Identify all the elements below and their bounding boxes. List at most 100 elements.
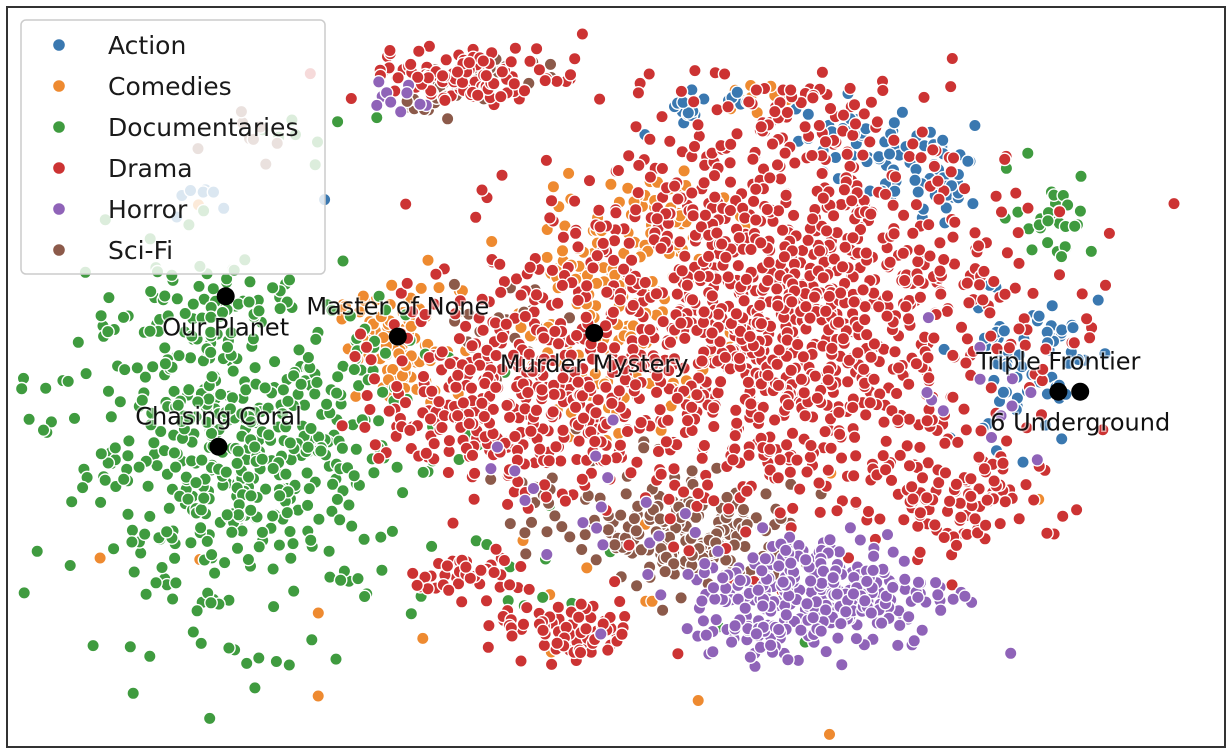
point-drama (613, 438, 628, 453)
point-documentaries (258, 482, 273, 496)
point-drama (877, 415, 891, 429)
point-drama (931, 174, 945, 189)
point-drama (775, 223, 790, 238)
point-documentaries (44, 414, 59, 429)
point-documentaries (325, 477, 340, 492)
point-documentaries (366, 465, 381, 480)
point-documentaries (159, 524, 174, 539)
point-drama (883, 255, 897, 270)
point-drama (957, 181, 972, 196)
point-action (1016, 455, 1030, 469)
point-drama (945, 348, 960, 363)
point-drama (770, 298, 785, 313)
point-drama (1167, 196, 1181, 211)
point-drama (1000, 245, 1015, 260)
point-documentaries (385, 524, 400, 539)
point-action (895, 105, 910, 120)
point-drama (752, 410, 766, 425)
point-documentaries (535, 590, 550, 605)
point-documentaries (167, 384, 182, 399)
point-drama (889, 386, 904, 401)
point-drama (382, 43, 397, 58)
point-drama (748, 182, 763, 197)
point-drama (551, 336, 566, 351)
point-drama (863, 207, 878, 222)
point-drama (1040, 526, 1054, 541)
point-documentaries (347, 468, 362, 483)
point-drama (441, 583, 456, 598)
point-documentaries (307, 386, 322, 401)
point-drama (674, 316, 688, 330)
point-drama (500, 398, 514, 413)
point-drama (771, 470, 786, 485)
point-horror (743, 650, 758, 664)
point-drama (507, 76, 522, 91)
point-documentaries (194, 502, 209, 517)
point-documentaries (238, 382, 253, 397)
point-drama (975, 292, 990, 307)
point-drama (825, 341, 839, 356)
legend-label: Comedies (108, 72, 232, 101)
point-documentaries (219, 465, 234, 479)
point-documentaries (272, 488, 287, 503)
point-drama (631, 185, 646, 200)
point-horror (936, 403, 951, 418)
point-drama (953, 510, 968, 525)
point-drama (806, 91, 820, 105)
highlight-label: Triple Frontier (975, 348, 1140, 376)
point-horror (699, 628, 714, 642)
point-sci-fi (736, 502, 751, 517)
point-documentaries (265, 280, 280, 295)
point-documentaries (304, 632, 319, 647)
point-drama (508, 41, 523, 56)
point-horror (763, 638, 778, 653)
point-drama (886, 198, 900, 213)
point-drama (553, 454, 568, 468)
point-drama (446, 516, 460, 530)
point-drama (835, 259, 850, 274)
point-drama (1021, 201, 1035, 216)
point-documentaries (203, 310, 218, 325)
point-documentaries (145, 359, 160, 374)
point-horror (933, 603, 948, 618)
point-drama (713, 374, 728, 389)
point-documentaries (267, 354, 282, 369)
point-drama (823, 101, 838, 116)
point-drama (589, 405, 603, 420)
point-horror (751, 583, 766, 597)
point-drama (661, 413, 675, 428)
point-drama (571, 293, 585, 308)
point-drama (617, 609, 632, 624)
point-documentaries (193, 520, 208, 535)
point-horror (576, 515, 590, 530)
point-drama (410, 578, 424, 593)
point-drama (856, 282, 870, 297)
point-drama (816, 191, 831, 206)
point-drama (915, 125, 930, 139)
point-documentaries (272, 538, 287, 552)
point-drama (760, 273, 775, 288)
point-drama (655, 109, 669, 124)
point-drama (813, 505, 828, 520)
point-documentaries (301, 440, 315, 455)
point-drama (721, 501, 736, 516)
point-documentaries (171, 398, 186, 413)
series-drama (303, 27, 1181, 672)
point-documentaries (108, 440, 123, 455)
point-drama (945, 51, 960, 66)
point-comedies (555, 243, 570, 258)
point-documentaries (357, 532, 371, 547)
point-drama (738, 525, 753, 539)
point-documentaries (248, 360, 263, 375)
point-drama (723, 203, 738, 218)
point-drama (960, 276, 975, 290)
point-drama (670, 391, 685, 406)
point-drama (458, 560, 473, 574)
point-drama (803, 311, 817, 325)
point-drama (897, 273, 912, 288)
point-horror (783, 556, 798, 570)
point-drama (508, 429, 522, 444)
point-drama (432, 394, 446, 409)
point-drama (579, 278, 594, 293)
point-documentaries (192, 279, 206, 294)
